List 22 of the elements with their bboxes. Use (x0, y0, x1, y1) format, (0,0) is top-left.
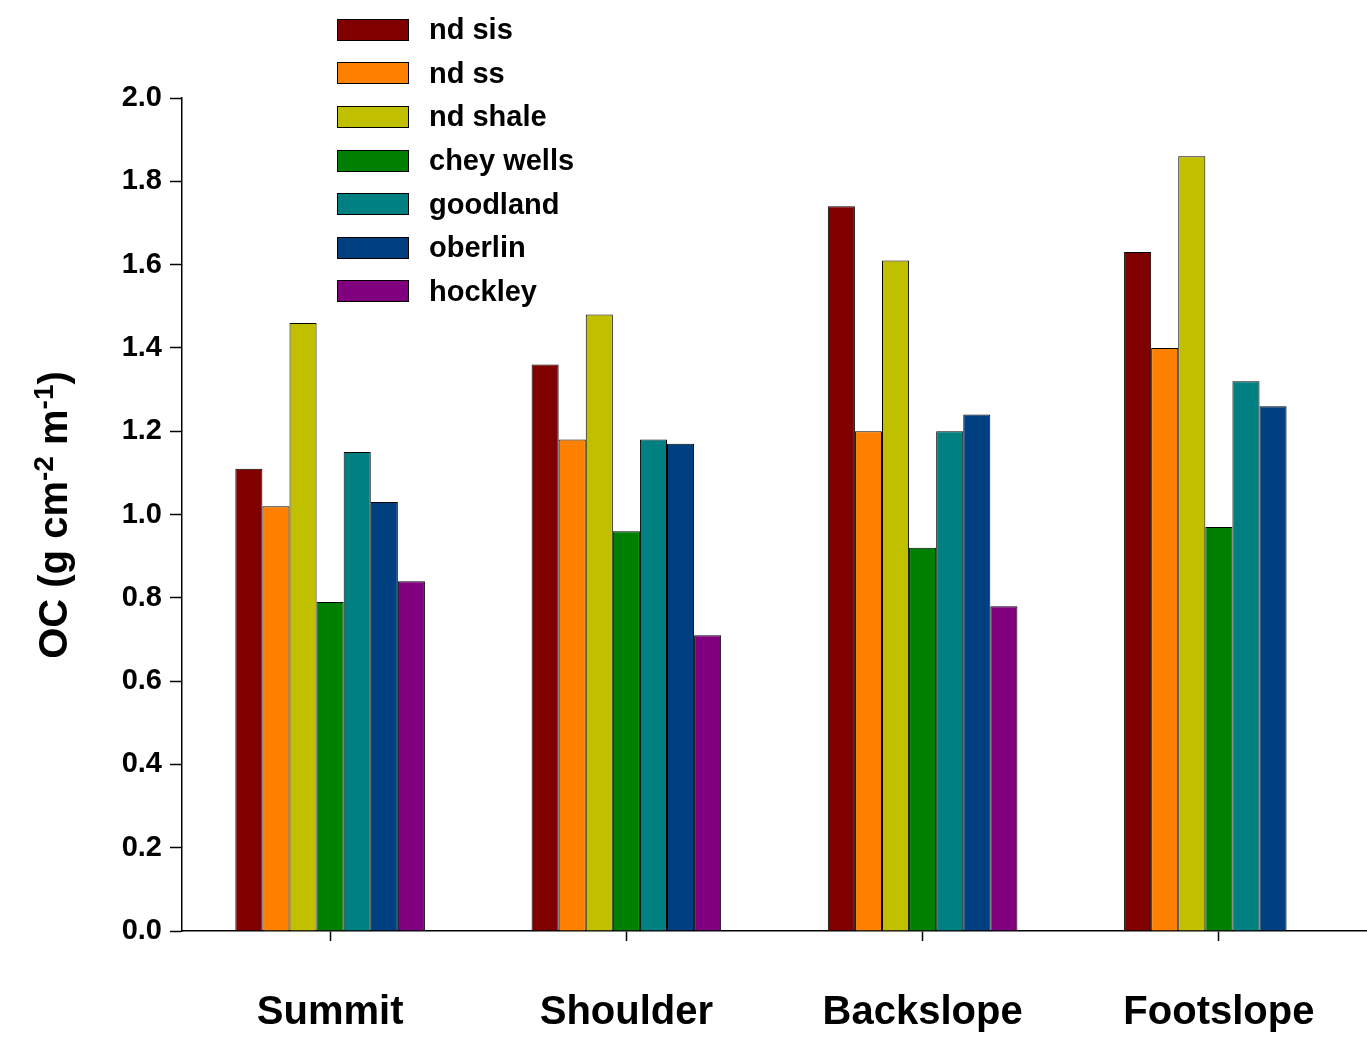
y-tick-label: 0.4 (121, 746, 162, 779)
x-tick-label: Backslope (822, 988, 1023, 1033)
y-tick-label: 1.4 (121, 329, 162, 362)
x-tick-label: Shoulder (539, 988, 714, 1033)
x-tick-label: Summit (256, 988, 404, 1033)
y-tick-label: 2.0 (121, 80, 162, 112)
y-tick-label: 1.6 (121, 246, 162, 279)
legend-label: nd shale (429, 100, 547, 134)
y-tick-label: 0.0 (121, 913, 162, 945)
x-tick-label: Footslope (1123, 988, 1315, 1033)
legend-label: nd sis (429, 13, 513, 47)
y-tick-label: 1.2 (121, 413, 162, 446)
y-tick-label: 0.6 (121, 663, 162, 696)
y-tick-label: 0.2 (121, 829, 162, 862)
legend-label: chey wells (429, 144, 575, 178)
legend-label: hockley (429, 274, 537, 308)
y-tick-label: 1.0 (121, 496, 162, 529)
y-tick-label: 1.8 (121, 163, 162, 196)
legend-label: goodland (429, 187, 560, 221)
legend-label: oberlin (429, 231, 526, 265)
legend-label: nd ss (429, 56, 505, 90)
y-tick-label: 0.8 (121, 579, 162, 612)
